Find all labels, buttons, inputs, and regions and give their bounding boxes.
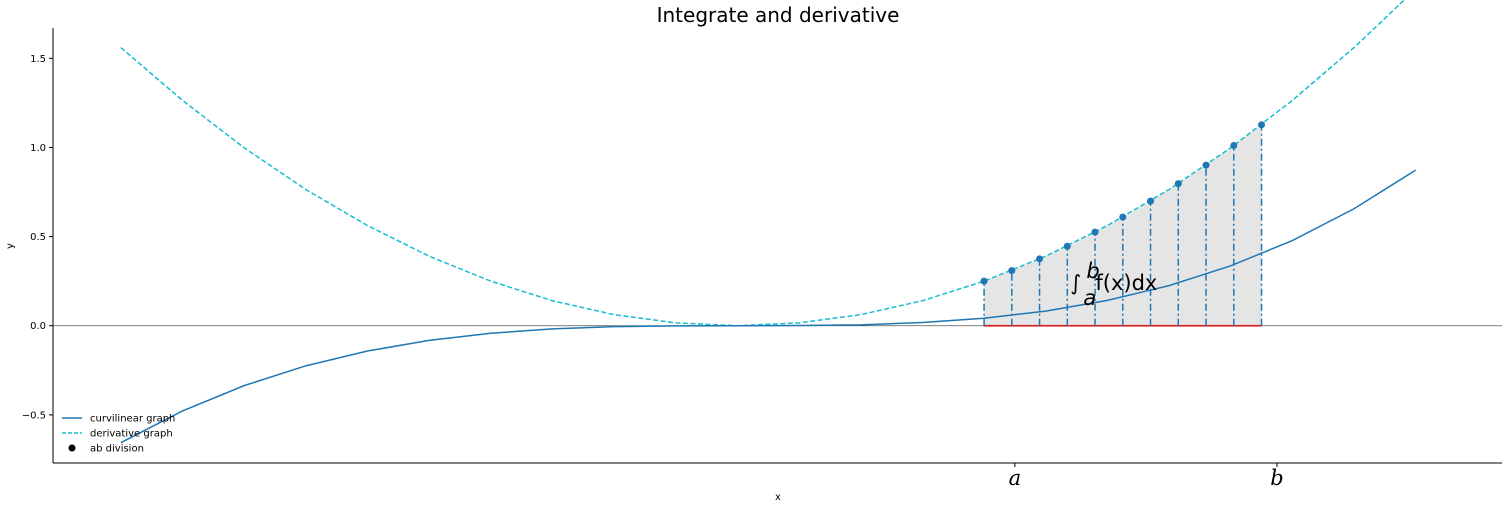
ab-division-point bbox=[1119, 213, 1127, 221]
legend-label: curvilinear graph bbox=[90, 414, 175, 425]
plot-area bbox=[53, 0, 1502, 444]
ab-division-point bbox=[980, 277, 988, 285]
legend-swatch-ab-division bbox=[68, 444, 76, 452]
curvilinear-graph-line bbox=[120, 169, 1417, 444]
integral-symbol: ∫ bbox=[1070, 271, 1081, 295]
y-axis-label: y bbox=[5, 243, 16, 249]
ab-division-point bbox=[1036, 255, 1044, 263]
y-tick-label: −0.5 bbox=[22, 410, 46, 421]
ab-division-point bbox=[1258, 121, 1266, 129]
legend-label: ab division bbox=[90, 444, 144, 455]
y-ticks: −0.5 0.0 0.5 1.0 1.5 bbox=[22, 54, 53, 421]
ab-division-point bbox=[1202, 161, 1210, 169]
integral-lower-limit: a bbox=[1083, 286, 1096, 310]
y-tick-label: 1.0 bbox=[30, 143, 46, 154]
ab-division-point bbox=[1008, 267, 1016, 275]
integral-expression: f(x)dx bbox=[1095, 271, 1157, 295]
chart-title: Integrate and derivative bbox=[657, 3, 900, 27]
ab-division-point bbox=[1063, 242, 1071, 250]
y-tick-label: 0.5 bbox=[30, 232, 46, 243]
derivative-graph-line bbox=[120, 0, 1406, 327]
y-tick-label: 1.5 bbox=[30, 54, 46, 65]
ab-division-point bbox=[1147, 197, 1155, 205]
integral-upper-limit: b bbox=[1086, 259, 1099, 283]
integral-annotation: ∫ baf(x)dx bbox=[1070, 259, 1157, 310]
ab-division-point bbox=[1174, 180, 1182, 188]
y-tick-label: 0.0 bbox=[30, 321, 46, 332]
ab-division-point bbox=[1230, 141, 1238, 149]
legend-label: derivative graph bbox=[90, 429, 173, 440]
ab-division-point bbox=[1091, 228, 1099, 236]
x-tick-label-b: b bbox=[1270, 466, 1283, 490]
x-axis-label: x bbox=[775, 492, 781, 503]
legend: curvilinear graph derivative graph ab divi… bbox=[62, 414, 175, 455]
x-tick-label-a: a bbox=[1009, 466, 1022, 490]
